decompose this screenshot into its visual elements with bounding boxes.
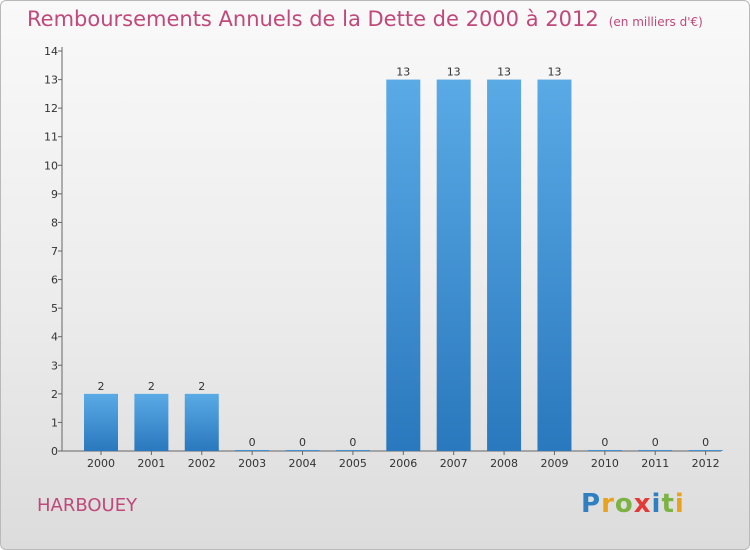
proxiti-logo[interactable]: Proxiti [581, 489, 685, 519]
y-tick-label: 3 [51, 359, 58, 372]
title-text: Remboursements Annuels de la Dette de 20… [27, 7, 599, 31]
x-tick-label: 2003 [238, 457, 266, 470]
logo-letter: i [651, 489, 662, 519]
logo-letter: i [674, 489, 685, 519]
y-tick-label: 8 [51, 216, 58, 229]
logo-letter: o [614, 489, 634, 519]
bar [537, 79, 572, 452]
bar [285, 450, 320, 451]
y-tick-label: 12 [44, 102, 58, 115]
x-tick-label: 2000 [87, 457, 115, 470]
logo-letter: r [601, 489, 615, 519]
y-tick-label: 10 [44, 159, 58, 172]
y-tick-label: 9 [51, 188, 58, 201]
commune-name: HARBOUEY [37, 495, 138, 516]
x-tick-label: 2002 [188, 457, 216, 470]
bar-value-label: 0 [249, 436, 256, 449]
bar [335, 450, 370, 451]
x-tick-label: 2010 [591, 457, 619, 470]
x-tick-label: 2007 [440, 457, 468, 470]
x-tick-label: 2012 [692, 457, 720, 470]
x-tick-label: 2009 [540, 457, 568, 470]
y-tick-label: 1 [51, 416, 58, 429]
bar [638, 450, 673, 451]
bar [487, 79, 522, 452]
bar-value-label: 0 [652, 436, 659, 449]
bar [184, 393, 219, 451]
x-tick-label: 2001 [137, 457, 165, 470]
logo-letter: x [633, 489, 652, 519]
x-tick-label: 2011 [641, 457, 669, 470]
bar [235, 450, 270, 451]
bar [386, 79, 421, 452]
bar-value-label: 13 [497, 66, 511, 79]
bar [134, 393, 169, 451]
x-tick-label: 2004 [289, 457, 317, 470]
bar-value-label: 2 [148, 380, 155, 393]
bar-value-label: 13 [447, 66, 461, 79]
bar [84, 393, 118, 451]
logo-letter: t [661, 489, 675, 519]
y-tick-label: 6 [51, 274, 58, 287]
bar-value-label: 13 [547, 66, 561, 79]
y-tick-label: 0 [51, 445, 58, 458]
y-tick-label: 14 [44, 45, 58, 58]
bar-value-label: 0 [702, 436, 709, 449]
bar [436, 79, 471, 452]
bar-value-label: 0 [601, 436, 608, 449]
logo-letter: P [581, 489, 602, 519]
x-tick-label: 2006 [389, 457, 417, 470]
bar [688, 450, 723, 451]
bar-value-label: 0 [349, 436, 356, 449]
y-tick-label: 4 [51, 331, 58, 344]
x-tick-label: 2008 [490, 457, 518, 470]
y-tick-label: 7 [51, 245, 58, 258]
bar [587, 450, 622, 451]
bar-value-label: 0 [299, 436, 306, 449]
bar-value-label: 2 [198, 380, 205, 393]
chart-title: Remboursements Annuels de la Dette de 20… [27, 7, 703, 31]
y-tick-label: 5 [51, 302, 58, 315]
y-tick-label: 2 [51, 388, 58, 401]
bars: 2 2 2 0 0 0 13 13 13 13 0 0 0 [84, 66, 723, 452]
x-tick-label: 2005 [339, 457, 367, 470]
y-tick-label: 11 [44, 131, 58, 144]
y-tick-label: 13 [44, 74, 58, 87]
bar-value-label: 13 [396, 66, 410, 79]
bar-value-label: 2 [98, 380, 105, 393]
unit-label: (en milliers d'€) [608, 15, 703, 29]
